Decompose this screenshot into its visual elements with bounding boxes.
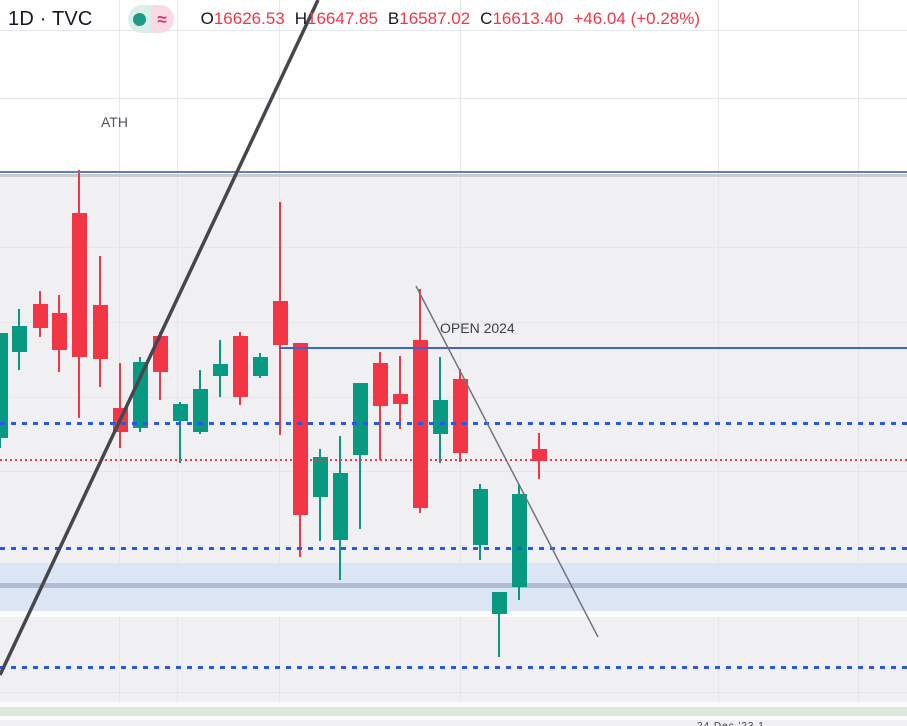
open-2024-line[interactable]: [279, 347, 907, 349]
candle-body: [491, 592, 507, 614]
grid-vline: [718, 0, 719, 720]
zone-white-strip-2: [0, 702, 907, 707]
indicator-toggle-pill: ≈: [127, 5, 174, 33]
ohlc-open: O16626.53: [201, 9, 285, 29]
ohlc-high: H16647.85: [295, 9, 378, 29]
grid-hline: [0, 471, 907, 472]
ath-line[interactable]: [0, 171, 907, 173]
open-value: 16626.53: [213, 9, 285, 28]
annotation-ath-label: ATH: [101, 114, 128, 130]
low-value: 16587.02: [399, 9, 471, 28]
candle-body: [212, 364, 228, 376]
candle-body: [132, 362, 148, 428]
blue-dotted-1[interactable]: [0, 422, 907, 425]
blue-dotted-3[interactable]: [0, 666, 907, 669]
grid-hline: [0, 30, 907, 31]
candle-body: [452, 379, 468, 453]
candle-body: [531, 449, 547, 461]
candle-body: [192, 389, 208, 432]
candle-wick: [379, 352, 381, 460]
indicator-toggle-green-button[interactable]: [127, 5, 151, 33]
candle-wick: [399, 356, 401, 429]
chart-legend: 1D · TVC ≈ O16626.53 H16647.85 B16587.02…: [8, 4, 700, 34]
candle-body: [252, 357, 268, 376]
candle-body: [312, 457, 328, 497]
grid-hline: [0, 692, 907, 693]
candle-wick: [498, 592, 500, 657]
candle-body: [392, 394, 408, 404]
change-value: +46.04 (+0.28%): [573, 9, 701, 28]
candle-body: [352, 383, 368, 455]
candle-wick: [119, 363, 121, 448]
approx-icon: ≈: [157, 9, 167, 29]
candle-body: [511, 494, 527, 587]
grid-hline: [0, 322, 907, 323]
high-value: 16647.85: [307, 9, 378, 28]
zone-green-zone: [0, 707, 907, 716]
candle-body: [292, 343, 308, 515]
blue-dotted-2[interactable]: [0, 547, 907, 550]
candle-body: [71, 213, 87, 357]
open-label: O: [200, 9, 214, 28]
zone-ath-shadow-strip: [0, 174, 907, 177]
grid-vline: [858, 0, 859, 720]
candle-body: [272, 301, 288, 345]
zone-white-strip-3: [0, 716, 907, 720]
ohlc-close: C16613.40: [480, 9, 563, 29]
candle-body: [232, 336, 248, 397]
close-value: 16613.40: [492, 9, 564, 28]
candle-body: [92, 305, 108, 359]
candle-body: [152, 336, 168, 372]
low-label: B: [387, 9, 400, 28]
candle-body: [11, 326, 27, 352]
candle-body: [332, 473, 348, 540]
red-dotted[interactable]: [0, 459, 907, 461]
high-label: H: [294, 9, 308, 28]
grid-hline: [0, 247, 907, 248]
zone-white-strip-1: [0, 611, 907, 617]
annotation-open-label: OPEN 2024: [440, 320, 515, 336]
candle-body: [172, 404, 188, 421]
ohlc-low: B16587.02: [388, 9, 470, 29]
candle-body: [432, 400, 448, 434]
zone-blue-zone-core: [0, 583, 907, 588]
close-label: C: [480, 9, 493, 28]
grid-vline: [460, 0, 461, 720]
candle-wick: [359, 383, 361, 529]
candle-body: [372, 363, 388, 406]
clipped-partial-text: 24 Dec '23 1: [697, 720, 777, 726]
indicator-toggle-approx-button[interactable]: ≈: [150, 5, 174, 33]
grid-vline: [119, 0, 120, 720]
dot-icon: [132, 12, 146, 26]
ohlc-readout: O16626.53 H16647.85 B16587.02 C16613.40 …: [201, 9, 700, 29]
grid-vline: [177, 0, 178, 720]
candle-wick: [179, 402, 181, 463]
candle-body: [32, 304, 48, 328]
symbol-interval-title[interactable]: 1D · TVC: [8, 7, 93, 30]
candle-body: [472, 489, 488, 545]
candle-body: [51, 313, 67, 350]
downtrend-line[interactable]: [415, 285, 599, 638]
grid-hline: [0, 98, 907, 99]
candle-body: [0, 333, 8, 438]
uptrend-line[interactable]: [0, 0, 320, 676]
